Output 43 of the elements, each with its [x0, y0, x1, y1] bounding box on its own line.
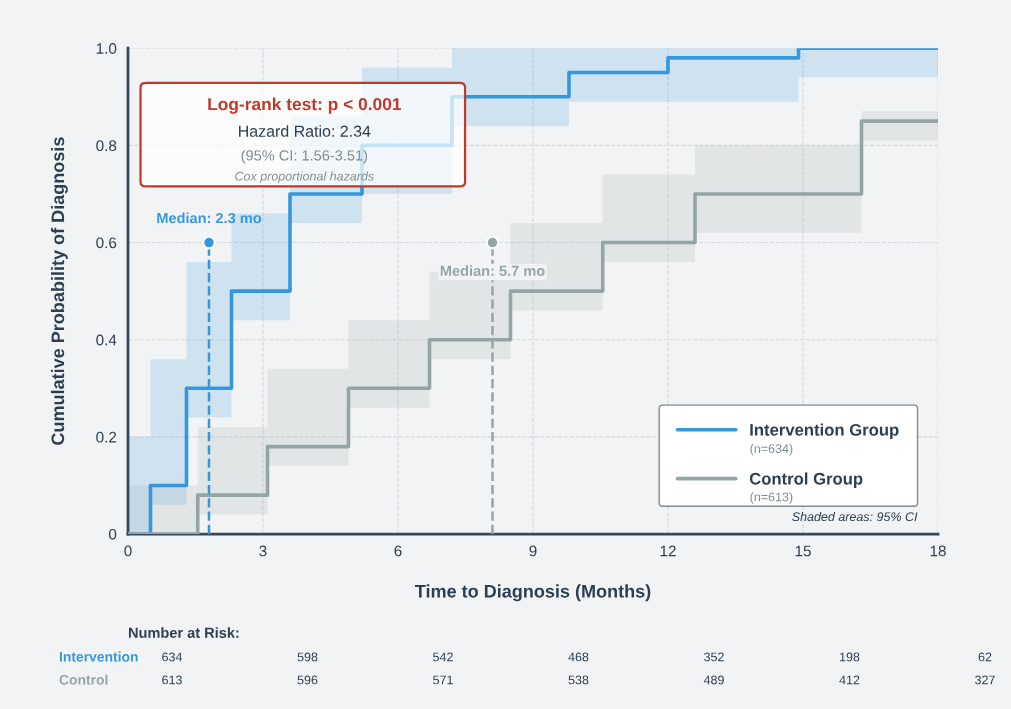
- y-axis-title: Cumulative Probability of Diagnosis: [50, 137, 68, 445]
- text: 542: [433, 652, 453, 662]
- text: 489: [703, 675, 724, 685]
- text: 613: [162, 675, 182, 685]
- text: 198: [840, 652, 860, 662]
- x-tick-label: 15: [795, 545, 811, 557]
- x-tick-label: 3: [259, 545, 267, 557]
- text: Number at Risk:: [128, 627, 239, 638]
- annotation: (95% CI: 1.56-3.51): [241, 149, 368, 164]
- annotation: Log-rank test: p < 0.001: [208, 97, 402, 114]
- text: 62: [978, 652, 992, 662]
- y-tick-label: 0.4: [96, 334, 117, 346]
- text: 571: [433, 675, 453, 685]
- x-tick-label: 12: [660, 545, 676, 557]
- y-tick-label: 1.0: [96, 43, 117, 54]
- annotation: Cox proportional hazards: [235, 171, 374, 184]
- text: 327: [975, 675, 995, 685]
- x-tick-label: 0: [124, 545, 132, 557]
- x-axis-title: Time to Diagnosis (Months): [415, 584, 651, 602]
- annotation: Median: 5.7 mo: [440, 265, 545, 277]
- x-tick-label: 6: [394, 545, 402, 557]
- legend-label: Intervention Group: [750, 423, 899, 440]
- annotation: Median: 2.3 mo: [157, 212, 262, 224]
- text: 352: [704, 652, 724, 662]
- text: Intervention: [59, 651, 138, 662]
- text: 598: [297, 652, 318, 662]
- text: 596: [297, 675, 318, 685]
- y-tick-label: 0: [108, 528, 117, 540]
- y-tick-label: 0.6: [96, 237, 117, 249]
- y-tick-label: 0.2: [96, 431, 117, 443]
- y-tick-label: 0.8: [96, 140, 117, 152]
- text: 412: [839, 675, 860, 685]
- annotation: Shaded areas: 95% CI: [792, 511, 918, 522]
- text: 538: [568, 675, 589, 685]
- x-tick-label: 9: [529, 545, 537, 557]
- x-tick-label: 18: [930, 545, 946, 557]
- annotation: (n=613): [750, 492, 793, 504]
- text: 634: [162, 652, 183, 662]
- annotation: Hazard Ratio: 2.34: [239, 125, 371, 137]
- text: 468: [568, 652, 589, 662]
- text: Control: [59, 674, 108, 685]
- annotation: (n=634): [750, 443, 793, 456]
- legend-label: Control Group: [749, 472, 863, 488]
